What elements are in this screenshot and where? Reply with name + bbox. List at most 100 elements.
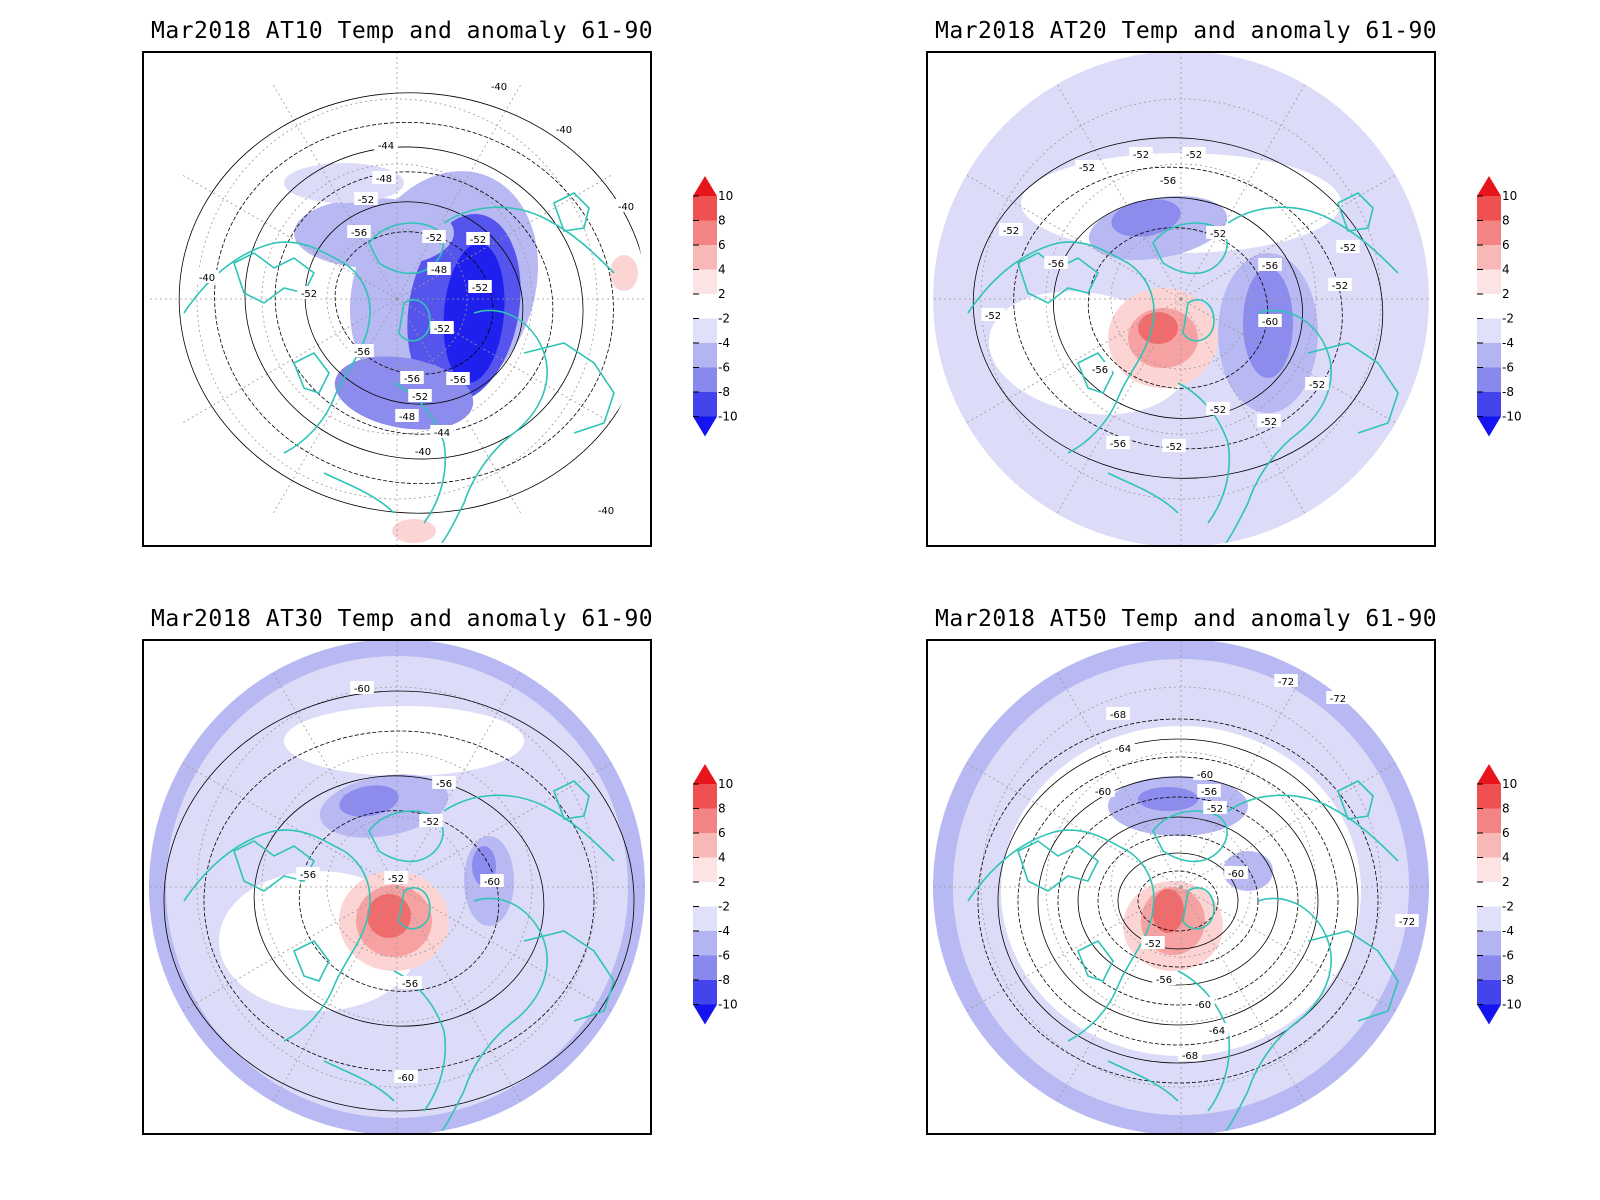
panel-title-at10: Mar2018 AT10 Temp and anomaly 61-90 bbox=[151, 18, 654, 44]
colorbar-label: -4 bbox=[718, 924, 730, 938]
colorbar-label: 6 bbox=[1502, 238, 1510, 252]
colorbar-arrow-bottom bbox=[693, 1004, 717, 1025]
coastline bbox=[183, 241, 371, 454]
svg-text:-44: -44 bbox=[378, 141, 394, 152]
svg-text:-56: -56 bbox=[1048, 259, 1064, 270]
isotherm bbox=[214, 121, 614, 485]
isotherm-label: -52 bbox=[1206, 402, 1230, 416]
colorbar-label: -4 bbox=[1502, 336, 1514, 350]
isotherm bbox=[1037, 776, 1319, 1026]
isotherm bbox=[178, 92, 645, 514]
colorbar-label: 4 bbox=[718, 263, 726, 277]
colorbar-label: -4 bbox=[718, 336, 730, 350]
colorbar-label: -10 bbox=[718, 998, 738, 1012]
isotherm bbox=[1117, 852, 1239, 950]
coastline bbox=[1227, 794, 1399, 862]
colorbar-segment bbox=[693, 784, 717, 809]
colorbar-label: 8 bbox=[718, 802, 726, 816]
meridian-line bbox=[266, 298, 398, 525]
isotherm-label: -56 bbox=[1044, 256, 1068, 270]
colorbar-label: -10 bbox=[1502, 410, 1522, 424]
colorbar-label: -6 bbox=[718, 949, 730, 963]
isotherm-label: -52 bbox=[1328, 278, 1352, 292]
coastline bbox=[323, 1060, 395, 1102]
isotherm-label: -60 bbox=[480, 874, 504, 888]
svg-text:-56: -56 bbox=[351, 228, 367, 239]
isotherm-label: -52 bbox=[1305, 377, 1329, 391]
panel-title-at30: Mar2018 AT30 Temp and anomaly 61-90 bbox=[151, 606, 654, 632]
isotherm bbox=[1057, 796, 1299, 1006]
colorbar-label: 10 bbox=[1502, 777, 1517, 791]
coastline bbox=[398, 299, 431, 342]
colorbar-segment bbox=[693, 906, 717, 931]
svg-text:-56: -56 bbox=[1110, 439, 1126, 450]
meridian-line bbox=[1180, 73, 1312, 300]
svg-text:-52: -52 bbox=[472, 283, 488, 294]
colorbar-label: -10 bbox=[1502, 998, 1522, 1012]
svg-text:-60: -60 bbox=[484, 877, 500, 888]
isotherm bbox=[1013, 166, 1343, 450]
colorbar-label: -8 bbox=[718, 973, 730, 987]
colorbar-at30: 10 8 6 4 2 -2 -4 -6 -8 -10 bbox=[683, 756, 743, 1036]
colorbar-label: -2 bbox=[1502, 312, 1514, 326]
isotherm-label: -40 bbox=[594, 503, 618, 517]
isotherm-label: -60 bbox=[1191, 997, 1215, 1011]
colorbar-segment bbox=[693, 833, 717, 858]
svg-text:-68: -68 bbox=[1110, 710, 1126, 721]
meridian-line bbox=[171, 168, 398, 300]
colorbar-segment bbox=[1477, 220, 1501, 245]
isotherm-label: -52 bbox=[1336, 240, 1360, 254]
isotherm-label: -52 bbox=[354, 192, 378, 206]
svg-text:-72: -72 bbox=[1330, 694, 1346, 705]
isotherm-label: -52 bbox=[1129, 147, 1153, 161]
coastline bbox=[1227, 206, 1399, 274]
isotherm-label: -52 bbox=[422, 230, 446, 244]
svg-text:-60: -60 bbox=[1095, 787, 1111, 798]
meridian-line bbox=[1050, 73, 1182, 300]
isotherm-label: -56 bbox=[1156, 173, 1180, 187]
svg-text:-56: -56 bbox=[1156, 975, 1172, 986]
isotherm-label: -72 bbox=[1326, 691, 1350, 705]
coastline bbox=[1152, 222, 1228, 275]
svg-text:-40: -40 bbox=[199, 273, 215, 284]
svg-text:-56: -56 bbox=[1201, 787, 1217, 798]
isotherm-label: -52 bbox=[1203, 801, 1227, 815]
isotherm-label: -52 bbox=[999, 223, 1023, 237]
isotherm bbox=[977, 718, 1379, 1084]
colorbar-segment bbox=[1477, 343, 1501, 368]
coastline bbox=[1337, 192, 1374, 232]
colorbar-segment bbox=[1477, 318, 1501, 343]
coastline bbox=[1076, 351, 1114, 394]
meridian-line bbox=[955, 756, 1182, 888]
coastline bbox=[368, 222, 444, 275]
svg-text:-52: -52 bbox=[1309, 380, 1325, 391]
svg-text:-52: -52 bbox=[1186, 150, 1202, 161]
svg-text:-52: -52 bbox=[1133, 150, 1149, 161]
meridian-line bbox=[396, 298, 623, 430]
isotherm bbox=[997, 738, 1359, 1064]
isotherm bbox=[244, 146, 584, 460]
colorbar-segment bbox=[693, 269, 717, 294]
meridian-line bbox=[396, 886, 528, 1113]
svg-text:-52: -52 bbox=[985, 311, 1001, 322]
svg-text:-48: -48 bbox=[431, 265, 447, 276]
colorbar-at50: 10 8 6 4 2 -2 -4 -6 -8 -10 bbox=[1467, 756, 1527, 1036]
colorbar-label: -10 bbox=[718, 410, 738, 424]
isotherm-label: -60 bbox=[1224, 866, 1248, 880]
isotherm-label: -56 bbox=[432, 776, 456, 790]
coastline bbox=[183, 829, 371, 1042]
isotherm-label: -60 bbox=[1258, 314, 1282, 328]
svg-text:-52: -52 bbox=[426, 233, 442, 244]
colorbar-segment bbox=[1477, 294, 1501, 319]
colorbar-segment bbox=[693, 318, 717, 343]
isotherm-label: -56 bbox=[296, 867, 320, 881]
colorbar-segment bbox=[1477, 392, 1501, 417]
isotherm-label: -40 bbox=[614, 199, 638, 213]
svg-text:-60: -60 bbox=[1228, 869, 1244, 880]
anomaly-region bbox=[284, 706, 524, 776]
svg-text:-64: -64 bbox=[1209, 1026, 1225, 1037]
colorbar-label: -8 bbox=[1502, 973, 1514, 987]
svg-text:-56: -56 bbox=[1160, 176, 1176, 187]
isotherm-label: -56 bbox=[1106, 436, 1130, 450]
isotherm-label: -40 bbox=[552, 122, 576, 136]
